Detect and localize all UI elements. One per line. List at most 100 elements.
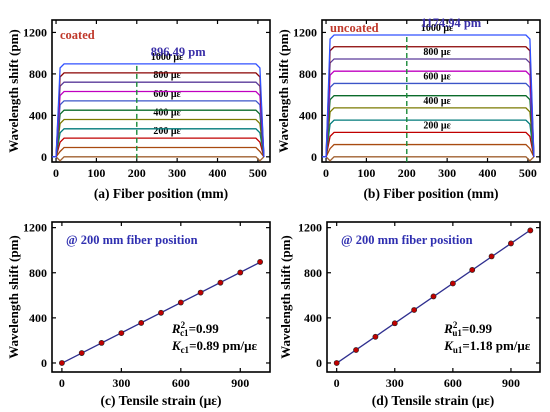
series-line bbox=[322, 143, 535, 158]
data-point bbox=[333, 360, 340, 366]
data-point bbox=[391, 320, 398, 327]
strain-label: 1000 με bbox=[151, 52, 184, 63]
x-tick-label: 0 bbox=[59, 376, 65, 390]
x-tick-label: 0 bbox=[323, 166, 329, 180]
strain-label: 200 με bbox=[153, 126, 181, 137]
y-tick-label: 400 bbox=[299, 108, 317, 122]
peak-value-label: 1174.94 pm bbox=[421, 16, 482, 30]
strain-label: 400 με bbox=[153, 108, 181, 119]
series-line bbox=[52, 146, 265, 158]
strain-label: 800 με bbox=[423, 47, 451, 58]
annotation: @ 200 mm fiber position bbox=[66, 233, 198, 247]
data-point bbox=[197, 289, 204, 296]
x-tick-label: 600 bbox=[444, 376, 462, 390]
sample-tag: uncoated bbox=[330, 21, 379, 35]
y-tick-label: 800 bbox=[29, 266, 47, 280]
x-tick-label: 0 bbox=[53, 166, 59, 180]
y-tick-label: 0 bbox=[311, 150, 317, 164]
x-tick-label: 200 bbox=[128, 166, 146, 180]
panel-caption: (a) Fiber position (mm) bbox=[94, 186, 228, 201]
x-tick-label: 100 bbox=[357, 166, 375, 180]
data-point bbox=[372, 333, 379, 340]
data-point bbox=[177, 299, 184, 306]
x-tick-label: 400 bbox=[479, 166, 497, 180]
stat-slope: Ku1=1.18 pm/με bbox=[443, 338, 531, 355]
panel-caption: (b) Fiber position (mm) bbox=[363, 186, 498, 201]
strain-label: 800 με bbox=[153, 70, 181, 81]
x-tick-label: 500 bbox=[519, 166, 537, 180]
data-point bbox=[488, 253, 495, 260]
series-line bbox=[322, 156, 535, 162]
strain-label: 600 με bbox=[423, 71, 451, 82]
x-tick-label: 500 bbox=[249, 166, 267, 180]
stat-r2: R2 u1=0.99 bbox=[443, 320, 492, 338]
data-point bbox=[118, 330, 125, 336]
x-tick-label: 100 bbox=[87, 166, 105, 180]
strain-label: 1000 με bbox=[421, 23, 454, 34]
y-tick-label: 1200 bbox=[23, 221, 47, 235]
plot-frame bbox=[326, 221, 541, 373]
data-point bbox=[411, 307, 418, 313]
data-point bbox=[98, 340, 105, 346]
data-point bbox=[353, 347, 359, 353]
data-point bbox=[158, 309, 164, 316]
y-tick-label: 0 bbox=[316, 356, 322, 370]
data-point bbox=[237, 269, 244, 276]
data-point bbox=[217, 279, 224, 286]
stat-slope: Kc1=0.89 pm/με bbox=[171, 338, 258, 355]
x-tick-label: 300 bbox=[168, 166, 186, 180]
annotation: @ 200 mm fiber position bbox=[341, 233, 473, 247]
strain-label: 200 με bbox=[423, 120, 451, 131]
plot-frame bbox=[321, 19, 541, 163]
stat-r2: R2 c1=0.99 bbox=[171, 320, 219, 338]
y-tick-label: 400 bbox=[29, 108, 47, 122]
x-tick-label: 900 bbox=[502, 376, 520, 390]
y-axis-label: Wavelength shift (pm) bbox=[276, 29, 291, 153]
panel-caption: (d) Tensile strain (με) bbox=[372, 393, 495, 408]
data-point bbox=[257, 259, 263, 265]
y-tick-label: 0 bbox=[41, 356, 47, 370]
y-axis-label: Wavelength shift (pm) bbox=[278, 235, 293, 359]
data-point bbox=[78, 350, 85, 356]
panel-caption: (c) Tensile strain (με) bbox=[100, 393, 221, 408]
y-axis-label: Wavelength shift (pm) bbox=[6, 29, 21, 153]
x-tick-label: 200 bbox=[398, 166, 416, 180]
y-tick-label: 800 bbox=[299, 67, 317, 81]
x-tick-label: 300 bbox=[438, 166, 456, 180]
y-tick-label: 1200 bbox=[23, 25, 47, 39]
data-point bbox=[527, 227, 534, 234]
x-tick-label: 900 bbox=[231, 376, 249, 390]
series-line bbox=[52, 63, 265, 158]
panel-d: 0 300 600 900 0 400 800 1200 Wavelength shift (p… bbox=[278, 221, 541, 408]
peak-value-label: 896.49 pm bbox=[151, 45, 206, 59]
data-point bbox=[449, 280, 456, 287]
plot-frame bbox=[51, 19, 271, 163]
data-point bbox=[469, 267, 476, 273]
data-point bbox=[430, 293, 437, 300]
y-axis-label: Wavelength shift (pm) bbox=[6, 235, 21, 359]
x-tick-label: 300 bbox=[112, 376, 130, 390]
y-tick-label: 400 bbox=[304, 311, 322, 325]
sample-tag: coated bbox=[60, 28, 95, 42]
x-tick-label: 0 bbox=[334, 376, 340, 390]
y-tick-label: 400 bbox=[29, 311, 47, 325]
plot-frame bbox=[51, 221, 271, 373]
series-line bbox=[322, 34, 535, 158]
x-tick-label: 600 bbox=[172, 376, 190, 390]
y-tick-label: 1200 bbox=[298, 221, 322, 235]
strain-label: 600 με bbox=[153, 89, 181, 100]
data-point bbox=[59, 360, 65, 366]
y-tick-label: 0 bbox=[41, 150, 47, 164]
x-tick-label: 400 bbox=[209, 166, 227, 180]
y-tick-label: 800 bbox=[29, 67, 47, 81]
series-line bbox=[52, 156, 265, 162]
x-tick-label: 300 bbox=[386, 376, 404, 390]
data-point bbox=[138, 320, 145, 326]
data-point bbox=[508, 240, 514, 247]
y-tick-label: 800 bbox=[304, 266, 322, 280]
y-tick-label: 1200 bbox=[293, 25, 317, 39]
